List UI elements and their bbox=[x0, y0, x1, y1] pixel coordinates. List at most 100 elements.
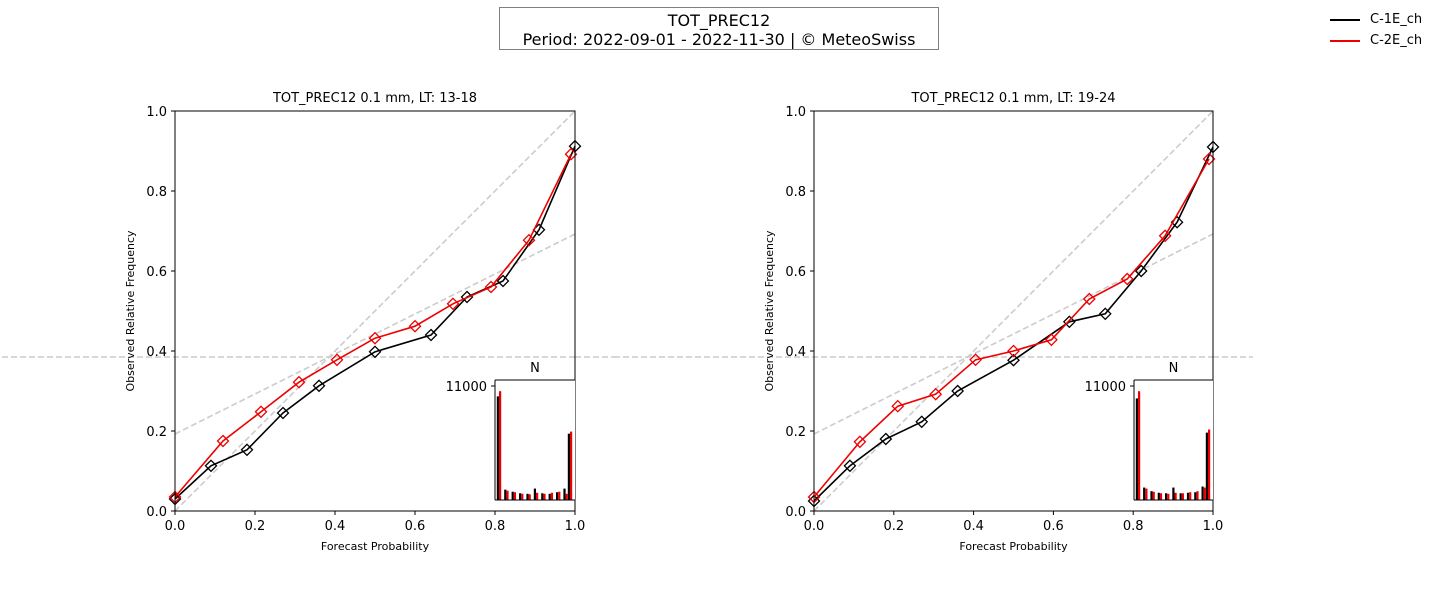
inset-bar-C-1E_ch-0 bbox=[496, 396, 499, 500]
data-point-C-1E_ch-5 bbox=[1007, 353, 1020, 367]
reference-lines bbox=[814, 111, 1213, 511]
x-tick-label: 1.0 bbox=[1203, 519, 1224, 534]
data-point-C-2E_ch-1 bbox=[216, 434, 230, 448]
inset-bar-C-1E_ch-8 bbox=[556, 492, 559, 500]
y-axis-label: Observed Relative Frequency bbox=[124, 230, 137, 392]
data-point-C-1E_ch-5 bbox=[368, 345, 382, 359]
data-point-C-1E_ch-7 bbox=[1098, 307, 1112, 321]
perfect-reliability-line bbox=[175, 111, 575, 511]
data-point-C-2E_ch-2 bbox=[891, 399, 905, 413]
data-point-C-2E_ch-2 bbox=[254, 405, 268, 419]
x-tick-label: 0.0 bbox=[804, 519, 825, 534]
y-tick-label: 0.2 bbox=[785, 425, 806, 440]
inset-bar-C-2E_ch-1 bbox=[506, 490, 509, 500]
inset-bar-C-1E_ch-8 bbox=[1194, 492, 1197, 500]
inset-bar-C-1E_ch-3 bbox=[519, 493, 522, 500]
data-point-C-2E_ch-9 bbox=[1158, 229, 1172, 243]
data-point-C-2E_ch-4 bbox=[330, 353, 344, 367]
inset-bar-C-1E_ch-5 bbox=[533, 488, 536, 500]
data-point-C-2E_ch-6 bbox=[1044, 333, 1058, 347]
inset-bar-C-1E_ch-10 bbox=[1205, 432, 1208, 500]
axes-frame bbox=[813, 110, 1214, 512]
inset-bar-C-2E_ch-7 bbox=[1189, 492, 1192, 500]
figure-suptitle: TOT_PREC12 Period: 2022-09-01 - 2022-11-… bbox=[499, 7, 939, 50]
inset-bar-C-1E_ch-0 bbox=[1135, 398, 1138, 500]
reference-lines bbox=[175, 111, 575, 511]
inset-y-tick-label: 11000 bbox=[446, 380, 487, 395]
no-skill-line bbox=[175, 233, 575, 435]
panel-title: TOT_PREC12 0.1 mm, LT: 13-18 bbox=[272, 91, 477, 106]
inset-bar-C-2E_ch-5 bbox=[536, 492, 539, 500]
data-point-C-1E_ch-2 bbox=[240, 443, 254, 457]
data-point-C-2E_ch-7 bbox=[446, 297, 460, 311]
inset-bar-C-2E_ch-3 bbox=[521, 493, 524, 500]
inset-bar-C-2E_ch-6 bbox=[543, 493, 546, 500]
legend-swatch-c1e bbox=[1330, 18, 1360, 21]
reliability-panel-2: 0.0 0.2 0.4 0.6 0.8 1.0 0.0 0.2 0.4 0.6 0.8 1.0 TOT_… bbox=[614, 91, 1253, 553]
inset-bar-C-2E_ch-0 bbox=[1138, 391, 1141, 500]
series-line-C-1E_ch bbox=[174, 145, 576, 500]
y-tick-label: 0.2 bbox=[146, 425, 167, 440]
inset-bar-C-1E_ch-6 bbox=[541, 493, 544, 500]
inset-title: N bbox=[530, 361, 540, 376]
inset-bar-C-1E_ch-1 bbox=[1143, 487, 1146, 500]
data-point-C-2E_ch-4 bbox=[969, 353, 983, 367]
x-tick-label: 0.0 bbox=[165, 519, 186, 534]
inset-bar-C-2E_ch-4 bbox=[1167, 493, 1170, 500]
perfect-reliability-line bbox=[814, 111, 1213, 511]
x-tick-label: 0.6 bbox=[1043, 519, 1064, 534]
inset-bar-C-2E_ch-5 bbox=[1174, 492, 1177, 500]
y-tick-label: 1.0 bbox=[785, 105, 806, 120]
inset-bar-C-1E_ch-7 bbox=[1186, 492, 1190, 500]
data-point-C-2E_ch-3 bbox=[292, 375, 306, 389]
inset-bar-C-2E_ch-6 bbox=[1181, 493, 1184, 500]
data-point-C-1E_ch-1 bbox=[843, 459, 857, 473]
y-tick-label: 0.0 bbox=[146, 505, 167, 520]
y-tick-label: 0.0 bbox=[785, 505, 806, 520]
inset-bar-C-1E_ch-6 bbox=[1179, 493, 1182, 500]
y-tick-label: 0.6 bbox=[785, 265, 806, 280]
inset-bar-C-2E_ch-10 bbox=[1208, 429, 1211, 500]
data-point-C-2E_ch-5 bbox=[368, 331, 382, 345]
x-tick-label: 0.4 bbox=[325, 519, 346, 534]
reliability-panel-1: 0.0 0.2 0.4 0.6 0.8 1.0 0.0 0.2 0.4 0.6 0.8 1.0 TOT_… bbox=[0, 91, 615, 553]
x-tick-label: 0.2 bbox=[883, 519, 904, 534]
legend-swatch-c2e bbox=[1330, 39, 1360, 42]
inset-bar-C-2E_ch-9 bbox=[1203, 487, 1206, 500]
series-line-C-1E_ch bbox=[813, 146, 1214, 502]
y-tick-label: 0.8 bbox=[146, 185, 167, 200]
inset-bar-C-1E_ch-9 bbox=[563, 488, 566, 500]
y-tick-label: 0.8 bbox=[785, 185, 806, 200]
data-point-C-1E_ch-4 bbox=[312, 379, 326, 393]
data-point-C-1E_ch-1 bbox=[204, 459, 218, 473]
inset-bar-C-2E_ch-4 bbox=[528, 494, 531, 500]
x-tick-label: 0.4 bbox=[963, 519, 984, 534]
data-point-C-1E_ch-4 bbox=[951, 384, 965, 398]
data-point-C-1E_ch-8 bbox=[1134, 264, 1148, 278]
inset-bar-C-1E_ch-10 bbox=[567, 433, 570, 500]
inset-bar-C-1E_ch-4 bbox=[526, 493, 529, 500]
data-point-C-1E_ch-3 bbox=[276, 406, 290, 420]
x-tick-label: 0.6 bbox=[405, 519, 426, 534]
x-axis-label: Forecast Probability bbox=[321, 540, 430, 553]
inset-bar-C-1E_ch-1 bbox=[504, 489, 507, 500]
suptitle-line-1: TOT_PREC12 bbox=[667, 11, 771, 30]
data-point-C-2E_ch-6 bbox=[408, 319, 422, 333]
inset-bar-C-2E_ch-2 bbox=[1152, 491, 1155, 500]
inset-bar-C-2E_ch-3 bbox=[1159, 493, 1163, 500]
figure-legend: C-1E_ch C-2E_ch bbox=[1330, 9, 1422, 51]
series-line-C-2E_ch bbox=[174, 153, 572, 498]
no-skill-line bbox=[814, 233, 1213, 435]
x-tick-label: 1.0 bbox=[565, 519, 586, 534]
data-point-C-2E_ch-5 bbox=[1007, 344, 1020, 358]
x-tick-label: 0.8 bbox=[485, 519, 506, 534]
inset-background bbox=[495, 380, 575, 500]
inset-bar-C-1E_ch-7 bbox=[548, 493, 551, 500]
x-axis-label: Forecast Probability bbox=[959, 540, 1068, 553]
data-point-C-2E_ch-9 bbox=[522, 233, 536, 247]
inset-bar-C-2E_ch-9 bbox=[565, 493, 568, 500]
y-tick-label: 1.0 bbox=[146, 105, 167, 120]
data-point-C-2E_ch-3 bbox=[929, 387, 943, 401]
axes-frame bbox=[174, 110, 576, 512]
